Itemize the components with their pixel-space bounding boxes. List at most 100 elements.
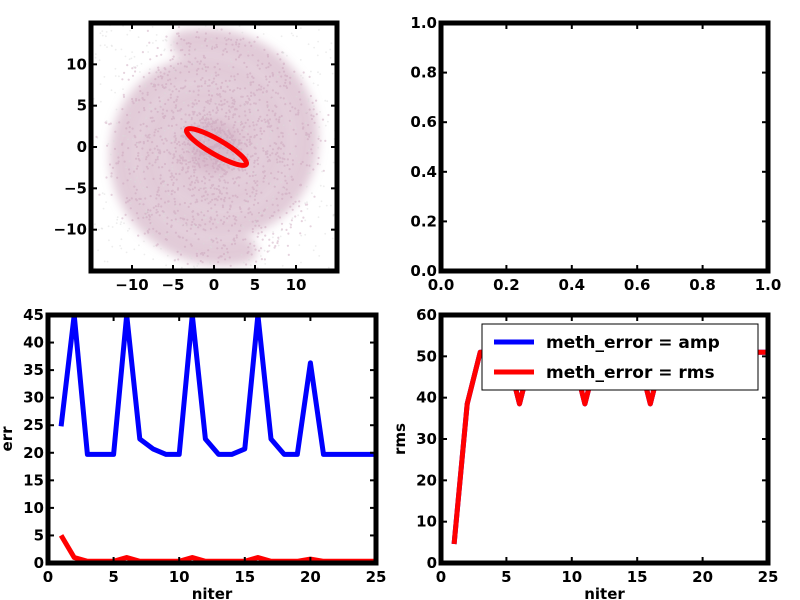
haze-particle [99, 83, 102, 85]
particle [188, 45, 191, 48]
particle [246, 153, 249, 156]
spiral-particles [91, 23, 337, 271]
haze-particle [331, 237, 334, 240]
particle [280, 142, 283, 145]
particle [203, 152, 206, 155]
haze-particle [103, 193, 106, 196]
particle [157, 186, 160, 189]
particle [232, 113, 235, 117]
haze-particle [163, 219, 166, 222]
particle [164, 238, 167, 241]
particle [290, 219, 293, 222]
particle [246, 133, 250, 136]
particle [238, 142, 242, 145]
particle [138, 159, 141, 162]
haze-particle [97, 249, 99, 252]
haze-particle [184, 214, 186, 217]
particle [185, 163, 188, 166]
particle [218, 144, 221, 147]
particle [284, 179, 287, 182]
particle [269, 144, 272, 147]
particle [259, 88, 262, 91]
particle [183, 39, 186, 42]
particle [240, 95, 243, 98]
haze-particle [290, 119, 293, 122]
particle [302, 71, 305, 74]
particle [282, 62, 285, 66]
particle [201, 251, 204, 255]
particle [183, 245, 187, 248]
haze-particle [239, 120, 242, 123]
particle [184, 171, 188, 174]
haze-particle [104, 44, 106, 46]
x-tick-label: 5 [108, 568, 118, 586]
haze-particle [181, 112, 184, 115]
particle [169, 152, 172, 155]
particle [123, 160, 126, 163]
haze-particle [227, 64, 230, 67]
particle [276, 240, 279, 243]
particle [163, 115, 166, 118]
particle [282, 186, 285, 189]
particle [273, 211, 276, 214]
particle [162, 108, 165, 111]
particle [273, 177, 276, 180]
particle [219, 127, 222, 130]
particle [191, 215, 194, 218]
particle [248, 41, 251, 44]
haze-particle [306, 208, 309, 210]
particle [204, 190, 207, 193]
particle [198, 119, 202, 122]
particle [261, 238, 264, 241]
particle [252, 76, 255, 80]
particle [218, 128, 221, 131]
haze-particle [139, 71, 141, 73]
particle [155, 145, 159, 148]
particle [245, 143, 248, 146]
particle [226, 85, 229, 88]
particle [290, 175, 293, 178]
particle [135, 188, 138, 191]
haze-particle [285, 100, 288, 103]
particle [192, 194, 195, 197]
haze-particle [287, 133, 290, 136]
particle [205, 118, 208, 121]
particle [202, 115, 205, 119]
y-tick-label: 0.6 [410, 113, 437, 131]
particle [215, 45, 219, 49]
particle [208, 172, 211, 175]
particle [247, 250, 250, 253]
particle [220, 167, 223, 170]
particle [193, 111, 196, 114]
series-line-1 [58, 312, 376, 457]
particle [165, 35, 168, 38]
particle [127, 147, 130, 150]
particle [254, 152, 257, 155]
particle [269, 64, 272, 67]
particle [176, 188, 179, 191]
haze-particle [107, 225, 110, 228]
particle [217, 73, 220, 76]
haze-particle [206, 40, 209, 42]
particle [200, 118, 203, 121]
particle [256, 36, 259, 39]
haze-particle [152, 258, 155, 261]
particle [211, 175, 214, 178]
haze-particle [94, 223, 96, 226]
particle [283, 158, 286, 161]
particle [182, 135, 185, 138]
particle [135, 167, 138, 170]
particle [166, 74, 169, 77]
particle [266, 156, 269, 159]
particle [153, 85, 156, 88]
particle [211, 145, 214, 148]
particle [205, 44, 208, 47]
particle [243, 142, 246, 145]
particle [209, 217, 212, 220]
haze-particle [162, 214, 165, 217]
haze-particle [246, 130, 249, 133]
particle [209, 186, 212, 189]
particle [210, 94, 214, 97]
haze-particle [204, 25, 207, 27]
